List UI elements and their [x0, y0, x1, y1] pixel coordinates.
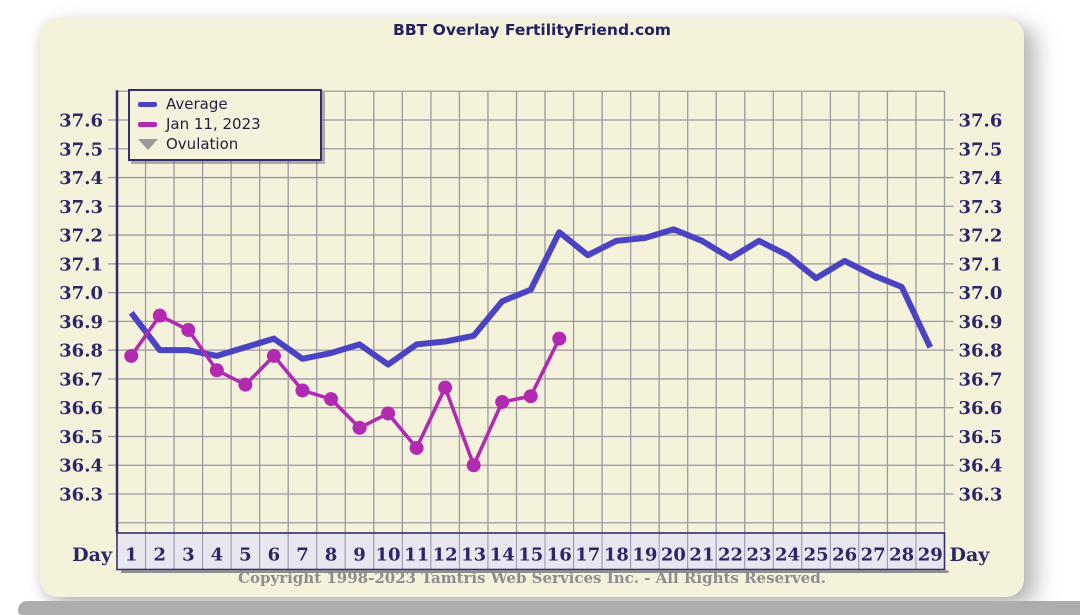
svg-text:28: 28 — [889, 545, 914, 566]
svg-text:17: 17 — [575, 545, 600, 566]
svg-text:36.9: 36.9 — [959, 312, 1003, 333]
svg-text:25: 25 — [804, 545, 829, 566]
day-numbers: 1 2 3 4 5 6 7 8 9 10 11 12 13 14 15 16 17 18 19 20 21 22 23 24 2… — [125, 545, 943, 566]
svg-text:36.6: 36.6 — [59, 398, 103, 419]
average-line — [128, 226, 933, 368]
average-line-swatch-icon — [138, 101, 157, 107]
svg-text:37.4: 37.4 — [59, 168, 103, 189]
svg-text:2: 2 — [154, 545, 167, 566]
chart-title: BBT Overlay FertilityFriend.com — [393, 21, 671, 39]
svg-text:9: 9 — [353, 545, 366, 566]
svg-text:7: 7 — [296, 545, 309, 566]
day-axis: 1 2 3 4 5 6 7 8 9 10 11 12 13 14 15 16 17 18 19 20 21 22 23 24 2… — [72, 532, 990, 574]
svg-text:36.6: 36.6 — [959, 398, 1003, 419]
cycle-temp-dot — [152, 308, 167, 323]
svg-text:27: 27 — [861, 545, 886, 566]
svg-text:11: 11 — [404, 545, 429, 566]
svg-text:8: 8 — [325, 545, 338, 566]
cycle-temp-dot — [266, 348, 281, 363]
svg-text:37.6: 37.6 — [59, 111, 103, 132]
svg-text:37.3: 37.3 — [959, 197, 1003, 218]
svg-text:36.4: 36.4 — [59, 456, 103, 477]
svg-text:Day: Day — [950, 544, 991, 566]
day-axis-titles: Day Day — [72, 544, 990, 566]
ovulation-triangle-icon — [138, 138, 158, 150]
cycle-temp-dot — [209, 363, 224, 378]
legend-label-ovulation: Ovulation — [166, 135, 239, 153]
svg-text:36.8: 36.8 — [959, 341, 1003, 362]
svg-text:16: 16 — [547, 545, 572, 566]
svg-text:36.5: 36.5 — [59, 427, 103, 448]
svg-text:36.3: 36.3 — [959, 485, 1003, 506]
svg-text:4: 4 — [211, 545, 224, 566]
copyright-text: Copyright 1998-2023 Tamtris Web Services… — [238, 569, 826, 587]
svg-text:3: 3 — [182, 545, 195, 566]
svg-text:36.3: 36.3 — [59, 485, 103, 506]
legend-item-cycle: Jan 11, 2023 — [138, 114, 312, 134]
cycle-temp-dot — [381, 406, 396, 421]
legend-item-average: Average — [138, 94, 312, 114]
svg-text:36.7: 36.7 — [959, 369, 1003, 390]
svg-text:37.6: 37.6 — [959, 111, 1003, 132]
svg-text:20: 20 — [661, 545, 686, 566]
svg-text:37.5: 37.5 — [59, 139, 103, 160]
svg-text:36.5: 36.5 — [959, 427, 1003, 448]
cycle-temp-dot — [124, 348, 139, 363]
svg-text:36.7: 36.7 — [59, 369, 103, 390]
svg-text:37.3: 37.3 — [59, 197, 103, 218]
svg-text:19: 19 — [632, 545, 657, 566]
svg-text:12: 12 — [433, 545, 458, 566]
cycle-line-swatch-icon — [138, 121, 157, 127]
chart-legend: Average Jan 11, 2023 Ovulation — [128, 89, 322, 161]
cycle-line — [124, 308, 567, 473]
cycle-temp-dot — [409, 440, 424, 455]
svg-text:14: 14 — [490, 545, 515, 566]
svg-text:36.8: 36.8 — [59, 341, 103, 362]
svg-text:37.2: 37.2 — [59, 226, 103, 247]
legend-label-cycle: Jan 11, 2023 — [166, 115, 261, 133]
cycle-temp-dot — [324, 392, 339, 407]
svg-text:37.1: 37.1 — [959, 254, 1003, 275]
svg-text:36.4: 36.4 — [959, 456, 1003, 477]
cycle-temp-dot — [352, 420, 367, 435]
svg-text:37.4: 37.4 — [959, 168, 1003, 189]
svg-text:5: 5 — [239, 545, 252, 566]
cycle-temp-dot — [466, 458, 481, 473]
svg-text:22: 22 — [718, 545, 743, 566]
cycle-temp-dot — [238, 377, 253, 392]
svg-text:37.5: 37.5 — [959, 139, 1003, 160]
svg-text:37.2: 37.2 — [959, 226, 1003, 247]
svg-text:10: 10 — [376, 545, 401, 566]
bottom-shadow-band — [18, 601, 1080, 615]
svg-text:24: 24 — [775, 545, 800, 566]
svg-text:15: 15 — [518, 545, 543, 566]
cycle-temp-dot — [552, 331, 567, 346]
svg-text:26: 26 — [832, 545, 857, 566]
svg-text:Day: Day — [72, 544, 113, 566]
svg-text:1: 1 — [125, 545, 138, 566]
svg-text:18: 18 — [604, 545, 629, 566]
svg-text:37.0: 37.0 — [959, 283, 1003, 304]
cycle-temp-dot — [181, 323, 196, 338]
svg-text:21: 21 — [689, 545, 714, 566]
svg-text:13: 13 — [461, 545, 486, 566]
svg-text:29: 29 — [918, 545, 943, 566]
cycle-temp-dot — [523, 389, 538, 404]
grid — [108, 90, 954, 533]
legend-item-ovulation: Ovulation — [138, 134, 312, 154]
cycle-temp-dot — [438, 380, 453, 395]
legend-label-average: Average — [166, 95, 228, 113]
svg-text:23: 23 — [746, 545, 771, 566]
y-axis-labels: 37.6 37.6 37.5 37.5 37.4 37.4 37.3 37.3 37.2 37.2… — [59, 111, 1002, 506]
svg-text:36.9: 36.9 — [59, 312, 103, 333]
cycle-temp-dot — [295, 383, 310, 398]
svg-text:6: 6 — [268, 545, 281, 566]
svg-text:37.1: 37.1 — [59, 254, 103, 275]
cycle-temp-dot — [495, 394, 510, 409]
svg-text:37.0: 37.0 — [59, 283, 103, 304]
